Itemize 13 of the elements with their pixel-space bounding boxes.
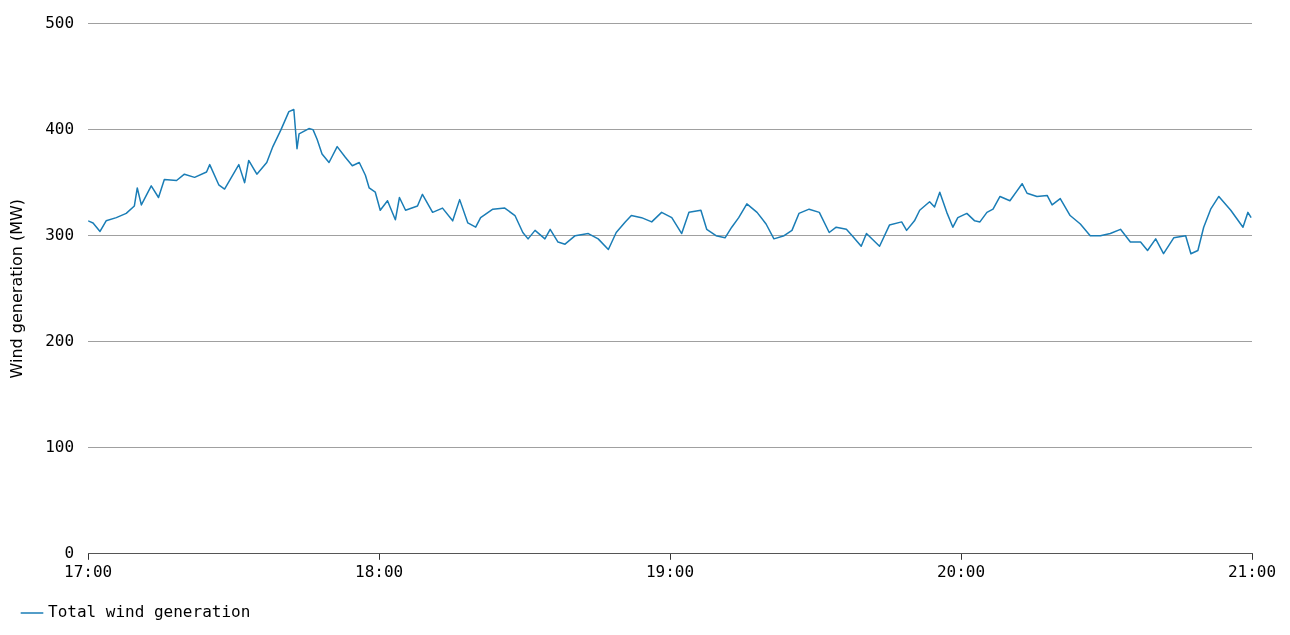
x-tick-label: 18:00: [354, 561, 404, 581]
y-tick-label: 0: [64, 542, 75, 562]
legend-label: Total wind generation: [48, 602, 251, 622]
x-tick-label: 17:00: [64, 561, 113, 581]
y-tick-label: 300: [45, 224, 75, 244]
x-tick-label: 19:00: [645, 561, 695, 581]
y-tick-label: 200: [45, 330, 75, 350]
x-tick-label: 21:00: [1227, 561, 1277, 581]
x-tick-label: 20:00: [936, 561, 986, 581]
y-tick-label: 100: [45, 436, 75, 456]
y-tick-label: 500: [45, 12, 75, 32]
y-tick-label: 400: [45, 118, 75, 138]
y-axis-title: Wind generation (MW): [6, 198, 26, 379]
